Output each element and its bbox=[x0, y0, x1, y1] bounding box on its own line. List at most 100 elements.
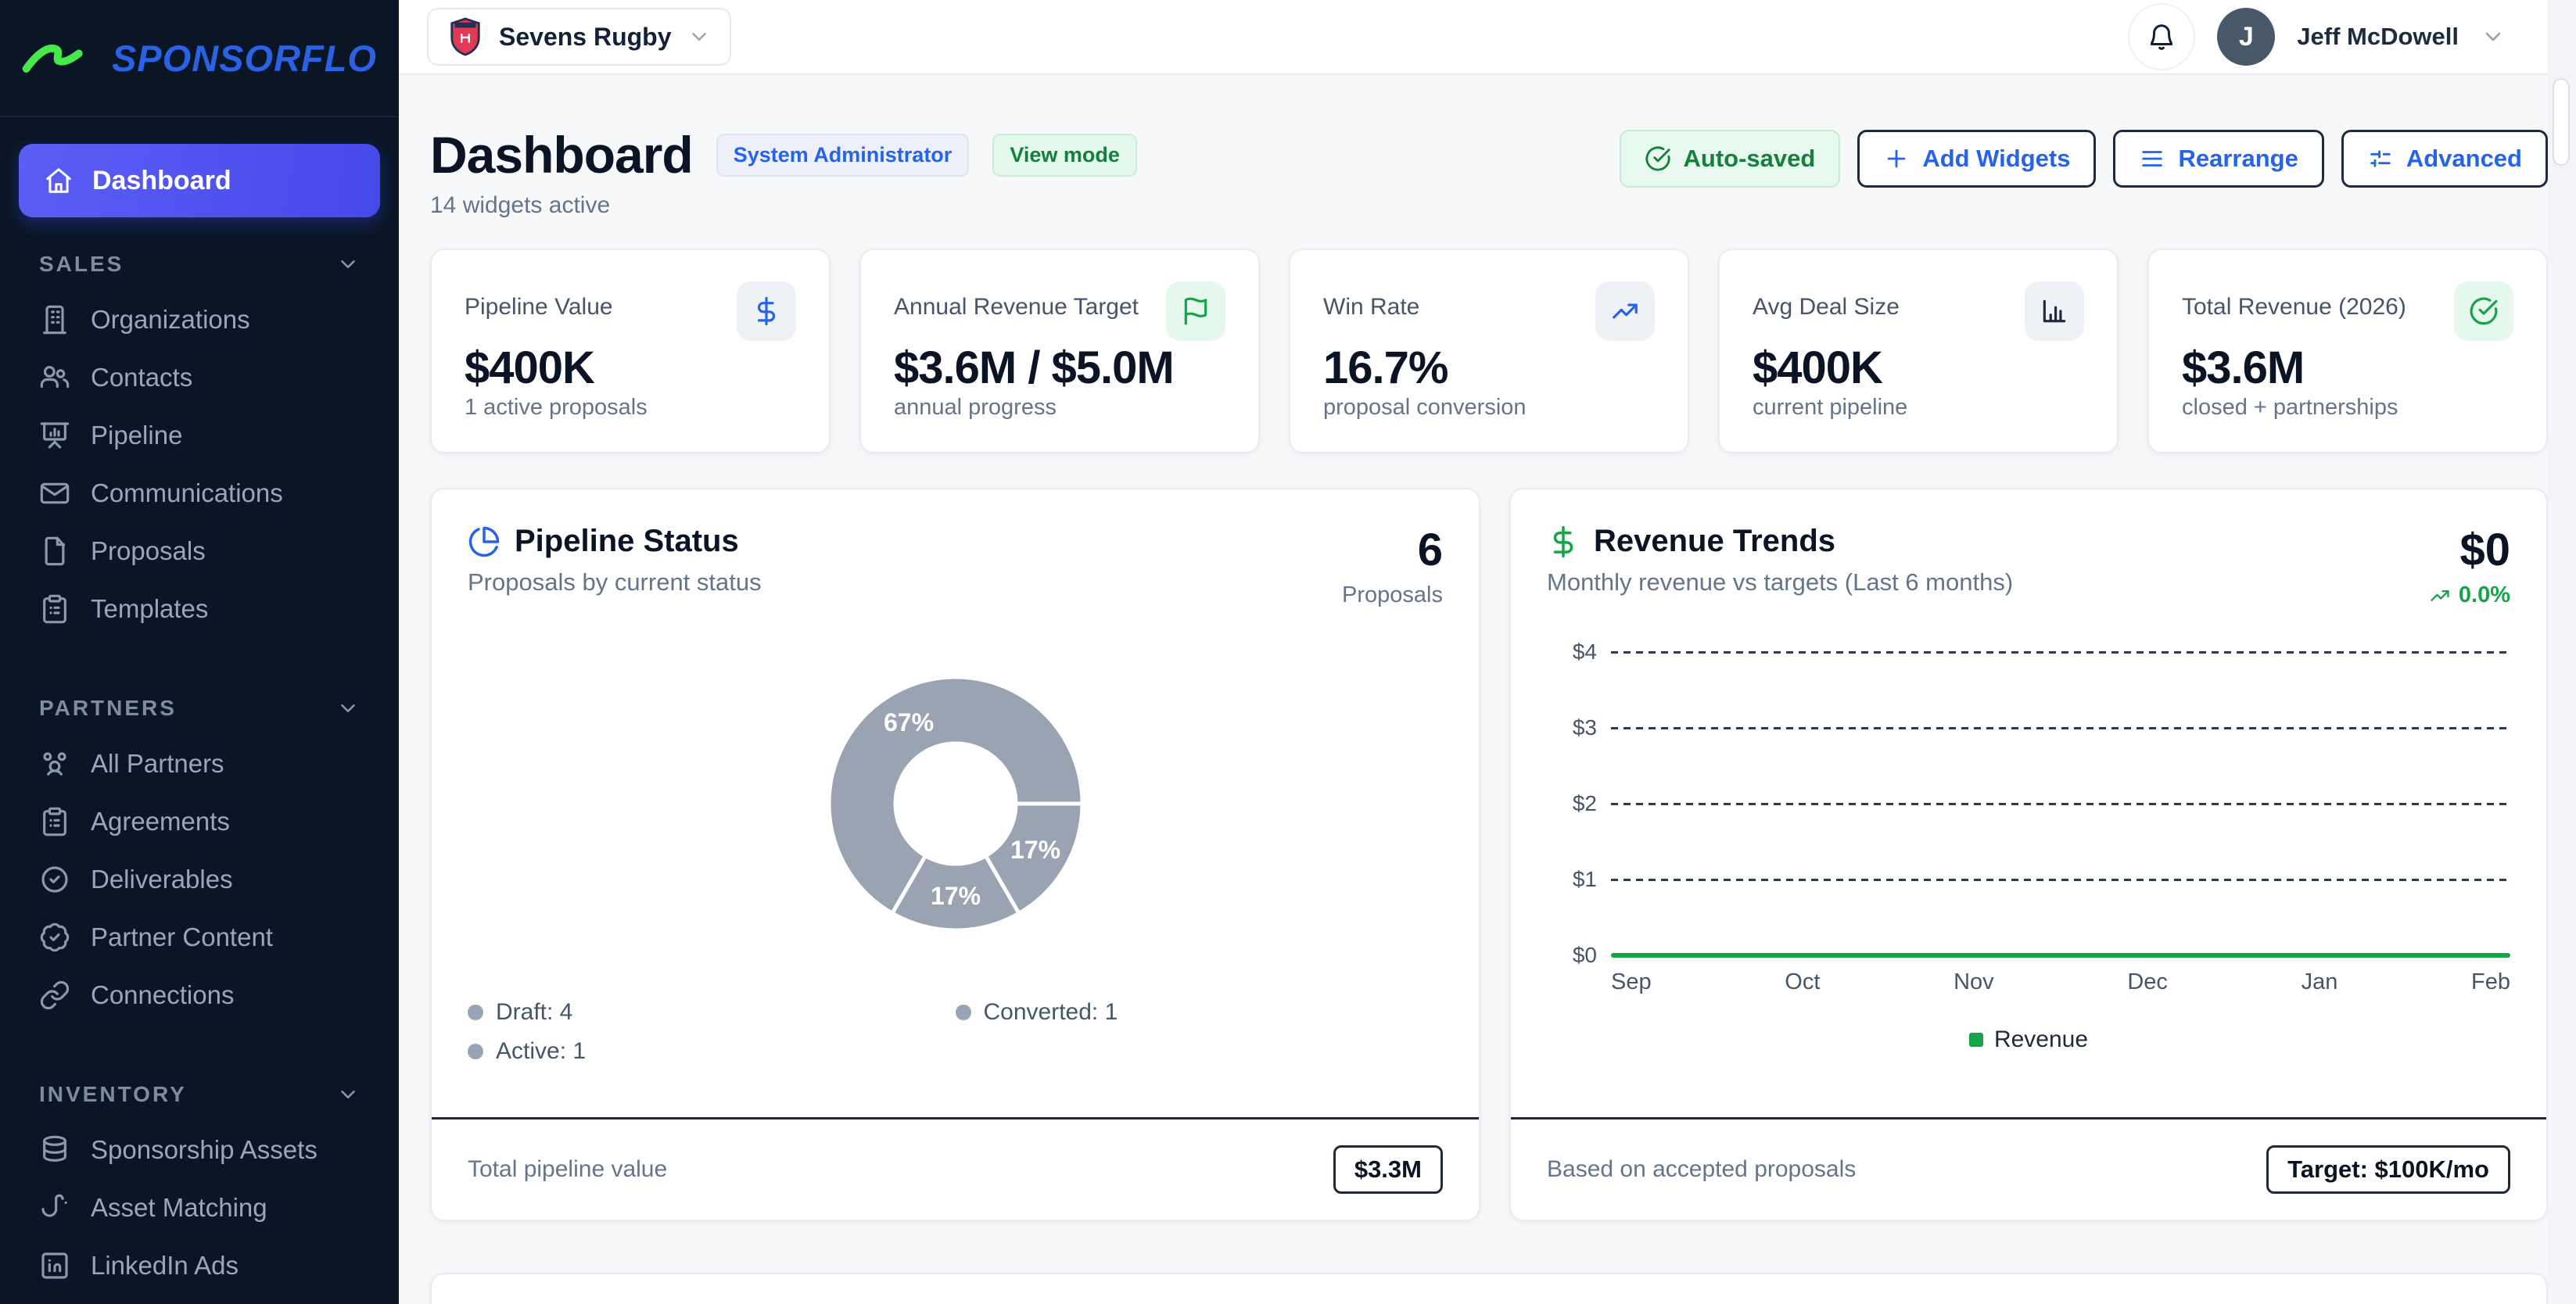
auto-saved-indicator: Auto-saved bbox=[1620, 130, 1841, 188]
target-badge: Target: $100K/mo bbox=[2266, 1145, 2510, 1194]
sidebar-item-sponsorship-assets[interactable]: Sponsorship Assets bbox=[19, 1121, 380, 1179]
kpi-value: 16.7% bbox=[1323, 342, 1655, 394]
sidebar-item-partner-content[interactable]: Partner Content bbox=[19, 908, 380, 966]
kpi-subtext: current pipeline bbox=[1753, 395, 2084, 421]
sidebar-item-label: Contacts bbox=[91, 363, 192, 392]
sidebar-item-agreements[interactable]: Agreements bbox=[19, 793, 380, 851]
scrollbar-track[interactable] bbox=[2548, 0, 2576, 1304]
kpi-card-total-revenue[interactable]: Total Revenue (2026) $3.6M closed + part… bbox=[2147, 249, 2548, 453]
sidebar-section-sales[interactable]: SALES bbox=[19, 252, 380, 277]
footer-label: Total pipeline value bbox=[468, 1156, 667, 1183]
legend-dot bbox=[956, 1005, 971, 1020]
team-selector[interactable]: Sevens Rugby bbox=[427, 8, 731, 66]
add-widgets-button[interactable]: Add Widgets bbox=[1857, 130, 2096, 188]
sidebar-item-linkedin-ads[interactable]: LinkedIn Ads bbox=[19, 1237, 380, 1295]
kpi-label: Pipeline Value bbox=[465, 294, 613, 321]
dollar-icon bbox=[1547, 525, 1580, 558]
widget-title: Pipeline Status bbox=[515, 524, 739, 559]
check-circle-icon bbox=[1645, 145, 1671, 172]
page-header: Dashboard System Administrator View mode… bbox=[430, 125, 2548, 219]
pipeline-legend: Draft: 4 Converted: 1 Active: 1 bbox=[432, 999, 1479, 1065]
home-icon bbox=[44, 166, 74, 195]
y-axis-tick: $4 bbox=[1547, 639, 1597, 665]
kpi-card-annual-revenue-target[interactable]: Annual Revenue Target $3.6M / $5.0M annu… bbox=[859, 249, 1260, 453]
sidebar-item-label: Asset Matching bbox=[91, 1193, 267, 1223]
building-icon bbox=[39, 304, 70, 335]
sidebar-item-organizations[interactable]: Organizations bbox=[19, 291, 380, 349]
sidebar-section-inventory[interactable]: INVENTORY bbox=[19, 1082, 380, 1107]
section-label: PARTNERS bbox=[39, 696, 177, 721]
sidebar-item-all-partners[interactable]: All Partners bbox=[19, 735, 380, 793]
x-axis-tick: Nov bbox=[1954, 969, 1994, 995]
brand-name: SPONSORFLO bbox=[112, 37, 377, 80]
sidebar-item-proposals[interactable]: Proposals bbox=[19, 522, 380, 580]
notifications-button[interactable] bbox=[2128, 3, 2195, 70]
sidebar-item-connections[interactable]: Connections bbox=[19, 966, 380, 1024]
sidebar-item-label: Organizations bbox=[91, 305, 250, 335]
team-name: Sevens Rugby bbox=[499, 23, 672, 52]
page-title: Dashboard bbox=[430, 125, 693, 184]
plus-icon bbox=[1883, 145, 1910, 172]
chevron-down-icon bbox=[687, 25, 711, 48]
trending-up-icon bbox=[2429, 585, 2451, 607]
clipboard-list-icon bbox=[39, 806, 70, 837]
total-pipeline-value-badge: $3.3M bbox=[1333, 1145, 1443, 1194]
chevron-down-icon bbox=[336, 253, 360, 276]
sidebar-item-label: Proposals bbox=[91, 536, 206, 566]
advanced-button[interactable]: Advanced bbox=[2341, 130, 2548, 188]
pipeline-status-widget: Pipeline Status Proposals by current sta… bbox=[430, 488, 1480, 1221]
kpi-label: Total Revenue (2026) bbox=[2182, 294, 2406, 321]
user-avatar[interactable]: J bbox=[2217, 8, 2275, 66]
sidebar-item-templates[interactable]: Templates bbox=[19, 580, 380, 638]
chevron-down-icon[interactable] bbox=[2481, 24, 2506, 49]
rearrange-button[interactable]: Rearrange bbox=[2113, 130, 2323, 188]
kpi-subtext: annual progress bbox=[894, 395, 1225, 421]
sidebar-item-label: Templates bbox=[91, 594, 208, 624]
donut-label-converted: 17% bbox=[1010, 836, 1060, 864]
dollar-icon bbox=[752, 296, 781, 326]
database-icon bbox=[39, 1134, 70, 1166]
app-root: SPONSORFLO Dashboard SALES Organizations… bbox=[0, 0, 2576, 1304]
sidebar-item-label: Connections bbox=[91, 980, 234, 1010]
auto-saved-label: Auto-saved bbox=[1684, 145, 1816, 173]
legend-swatch bbox=[1969, 1033, 1983, 1047]
kpi-card-avg-deal-size[interactable]: Avg Deal Size $400K current pipeline bbox=[1718, 249, 2119, 453]
proposal-count: 6 bbox=[1342, 524, 1443, 576]
widget-subtitle: Monthly revenue vs targets (Last 6 month… bbox=[1547, 568, 2013, 596]
hook-icon bbox=[39, 1192, 70, 1223]
kpi-card-pipeline-value[interactable]: Pipeline Value $400K 1 active proposals bbox=[430, 249, 831, 453]
menu-lines-icon bbox=[2139, 145, 2165, 172]
badge-check-icon bbox=[39, 922, 70, 953]
x-axis-tick: Oct bbox=[1785, 969, 1820, 995]
file-icon bbox=[39, 536, 70, 567]
gridline bbox=[1611, 727, 2510, 729]
y-axis-tick: $0 bbox=[1547, 943, 1597, 968]
y-axis-tick: $3 bbox=[1547, 715, 1597, 740]
kpi-label: Annual Revenue Target bbox=[894, 294, 1139, 321]
sidebar-item-communications[interactable]: Communications bbox=[19, 464, 380, 522]
gridline bbox=[1611, 879, 2510, 881]
legend-item-converted: Converted: 1 bbox=[956, 999, 1444, 1026]
kpi-subtext: closed + partnerships bbox=[2182, 395, 2513, 421]
kpi-value: $400K bbox=[465, 342, 796, 394]
brand-logo: SPONSORFLO bbox=[0, 0, 399, 117]
kpi-value: $3.6M / $5.0M bbox=[894, 342, 1225, 394]
goals-progress-widget: Goals Progress 4 Active bbox=[430, 1273, 2548, 1304]
section-label: SALES bbox=[39, 252, 124, 277]
sidebar-item-label: Agreements bbox=[91, 807, 230, 836]
sidebar-section-partners[interactable]: PARTNERS bbox=[19, 696, 380, 721]
presentation-chart-icon bbox=[39, 420, 70, 451]
sidebar-item-dashboard[interactable]: Dashboard bbox=[19, 144, 380, 217]
sidebar-item-deliverables[interactable]: Deliverables bbox=[19, 851, 380, 908]
team-crest-icon bbox=[447, 17, 483, 56]
sidebar-item-asset-matching[interactable]: Asset Matching bbox=[19, 1179, 380, 1237]
revenue-total: $0 bbox=[2429, 524, 2510, 576]
clipboard-list-icon bbox=[39, 593, 70, 625]
scrollbar-thumb[interactable] bbox=[2553, 78, 2570, 166]
sidebar-item-contacts[interactable]: Contacts bbox=[19, 349, 380, 407]
role-badge: System Administrator bbox=[716, 134, 970, 177]
kpi-card-win-rate[interactable]: Win Rate 16.7% proposal conversion bbox=[1289, 249, 1689, 453]
sidebar-item-pipeline[interactable]: Pipeline bbox=[19, 407, 380, 464]
trending-up-icon bbox=[1610, 296, 1640, 326]
revenue-series-line bbox=[1611, 953, 2510, 958]
